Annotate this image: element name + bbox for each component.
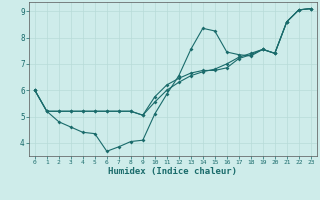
X-axis label: Humidex (Indice chaleur): Humidex (Indice chaleur) — [108, 167, 237, 176]
